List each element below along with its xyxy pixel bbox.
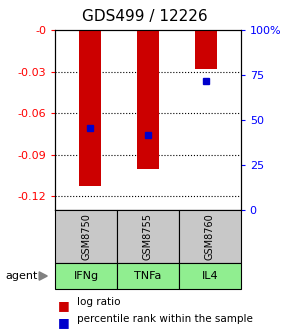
Bar [79, 30, 101, 186]
Text: GDS499 / 12226: GDS499 / 12226 [82, 8, 208, 24]
Text: GSM8760: GSM8760 [205, 213, 215, 260]
Bar [195, 30, 217, 69]
Text: log ratio: log ratio [77, 297, 120, 307]
Text: ■: ■ [58, 299, 70, 312]
Text: TNFa: TNFa [134, 271, 162, 281]
Text: GSM8750: GSM8750 [81, 213, 91, 260]
Text: ■: ■ [58, 316, 70, 329]
Bar [137, 30, 159, 169]
Text: percentile rank within the sample: percentile rank within the sample [77, 314, 253, 324]
Text: agent: agent [6, 271, 38, 281]
Text: IL4: IL4 [202, 271, 218, 281]
Text: GSM8755: GSM8755 [143, 213, 153, 260]
Text: IFNg: IFNg [73, 271, 99, 281]
